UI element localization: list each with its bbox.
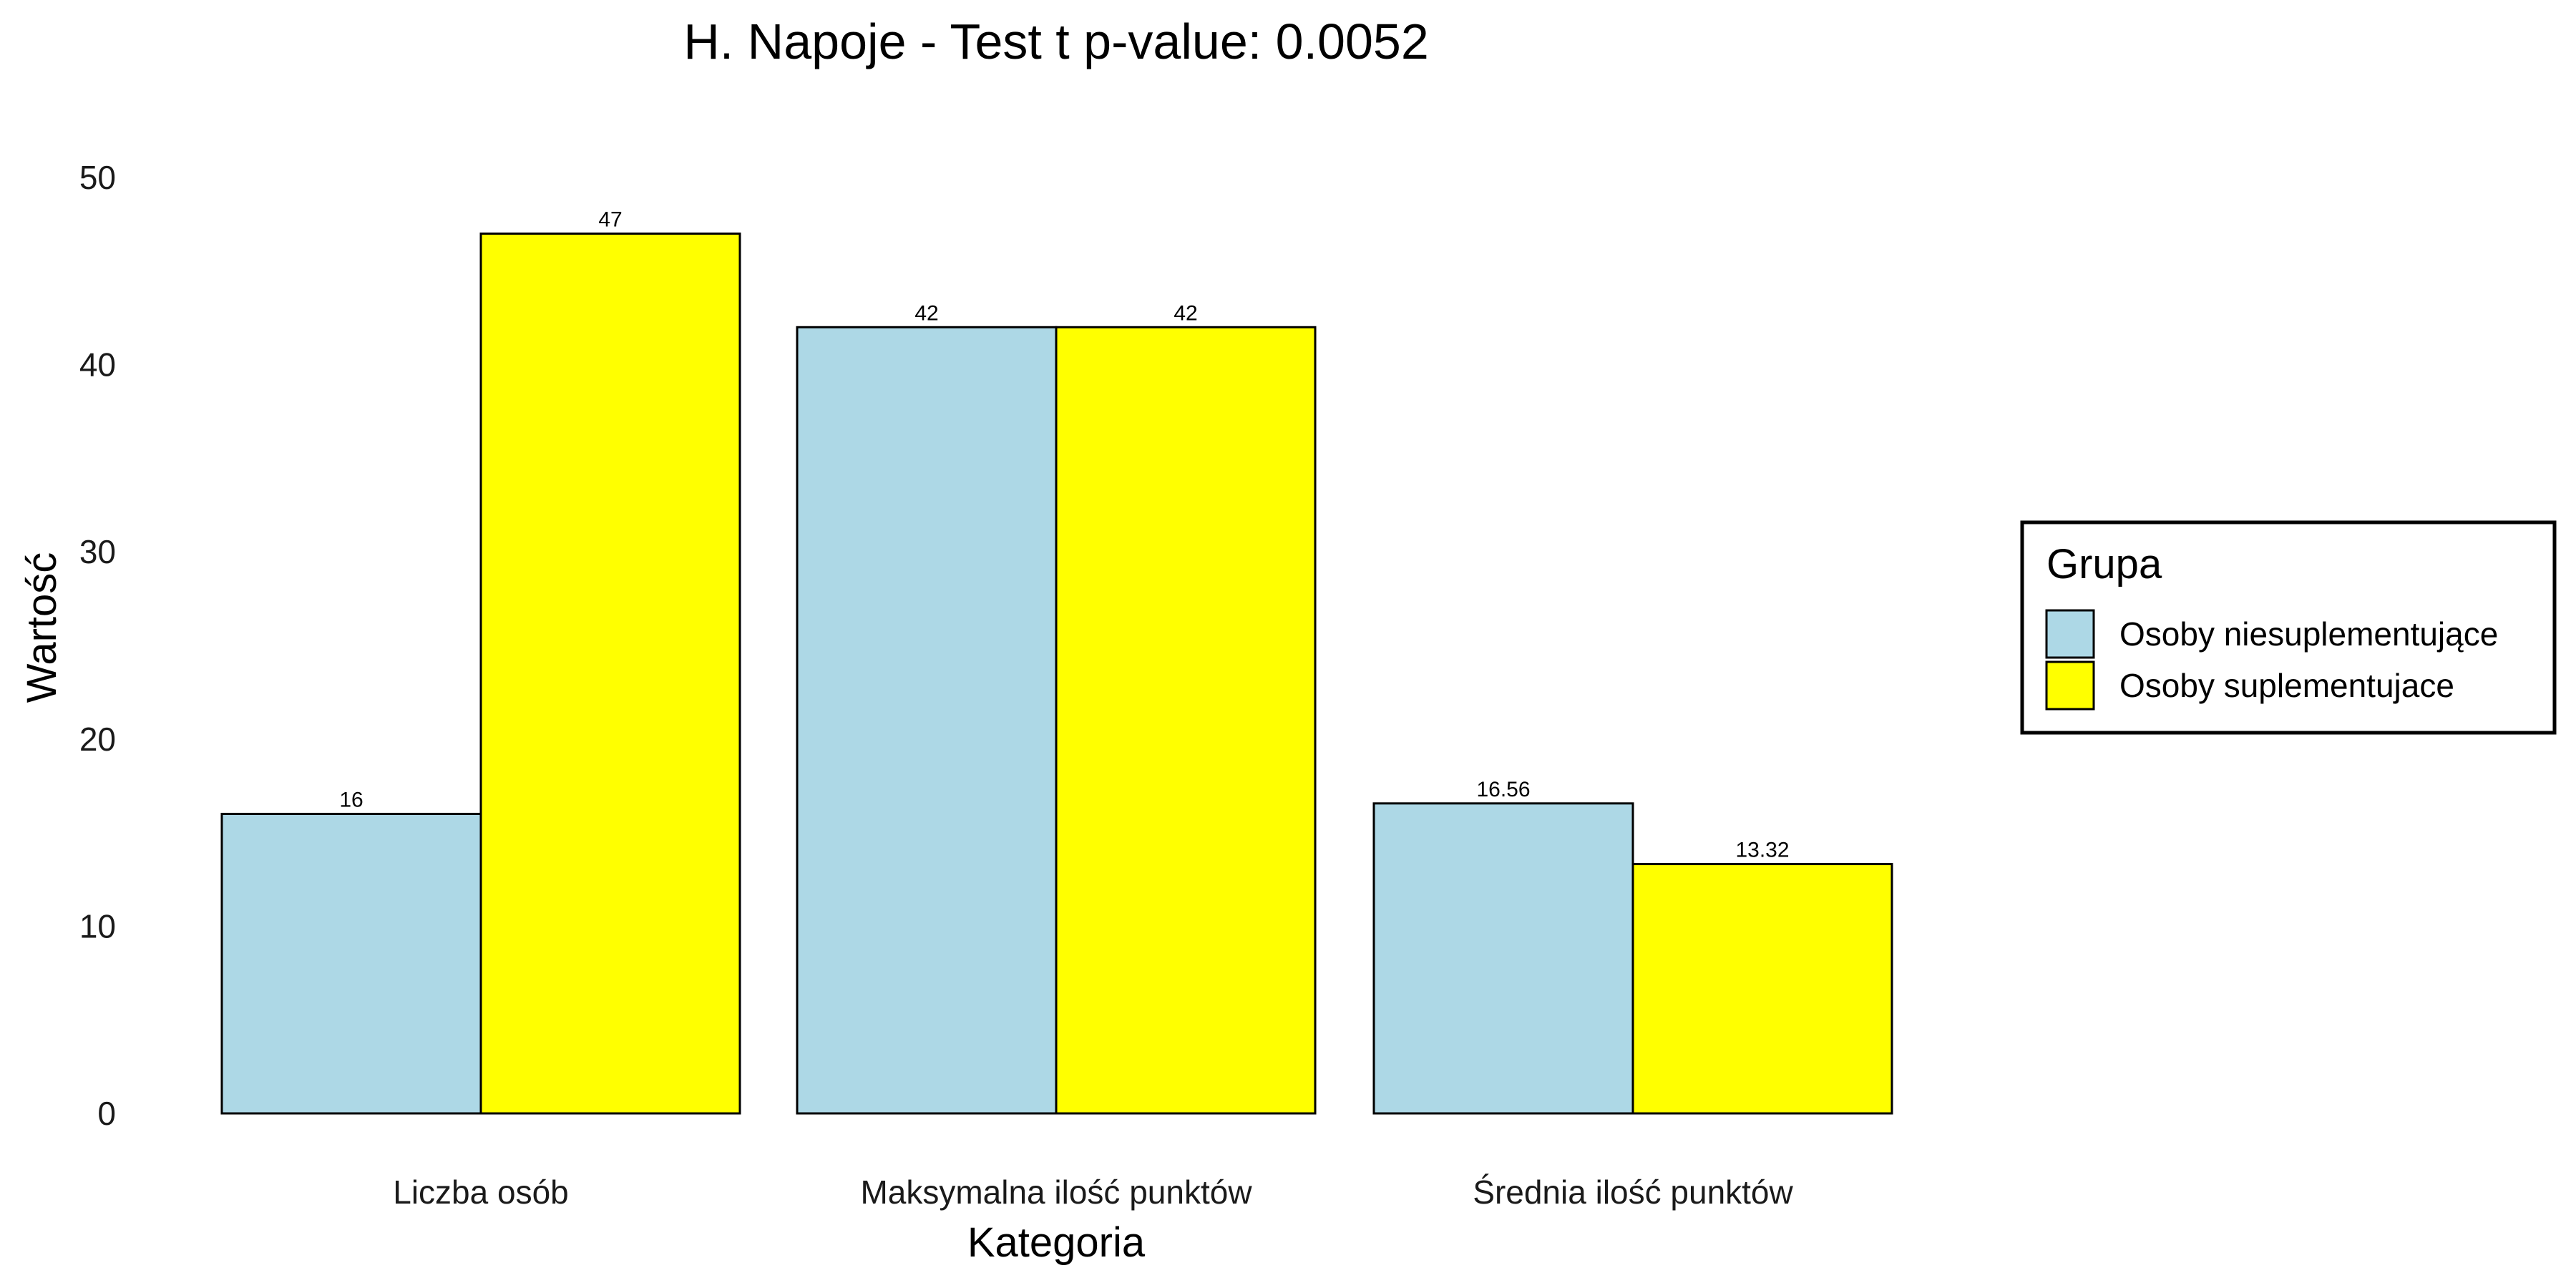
legend-frame [2020,520,2557,735]
bar-value-label: 47 [598,208,622,231]
legend-key [2045,609,2095,659]
legend-items: Osoby niesuplementujące Osoby suplementuj… [2045,609,2498,711]
x-axis-ticks: Liczba osób Maksymalna ilość punktów Średn… [393,1174,1793,1211]
bar [1372,802,1634,1115]
legend-label: Osoby niesuplementujące [2119,615,2498,653]
x-tick-label: Liczba osób [393,1174,569,1211]
bars-group [220,232,1893,1115]
legend-title: Grupa [2046,541,2162,587]
y-tick-label: 30 [79,533,116,570]
bar-value-label: 42 [1174,301,1197,325]
chart-title: H. Napoje - Test t p-value: 0.0052 [683,14,1429,69]
bar-value-label: 16 [339,788,363,811]
y-tick-label: 50 [79,159,116,196]
bar [1055,326,1317,1115]
y-tick-label: 20 [79,721,116,758]
bar-value-label: 13.32 [1735,839,1789,862]
x-tick-label: Średnia ilość punktów [1473,1174,1793,1211]
legend-label: Osoby suplementujace [2119,667,2454,704]
bar [220,812,482,1115]
bar-value-label: 42 [914,301,938,325]
bar [796,326,1058,1115]
bar [1631,863,1893,1115]
x-tick-label: Maksymalna ilość punktów [860,1174,1252,1211]
y-tick-label: 10 [79,907,116,945]
y-tick-label: 0 [97,1095,116,1132]
bar [479,232,741,1115]
bar-value-label: 16.56 [1476,778,1530,801]
y-axis-title: Wartość [19,552,65,703]
y-axis-ticks: 0 10 20 30 40 50 [79,159,116,1132]
y-tick-label: 40 [79,346,116,384]
legend-key [2045,660,2095,711]
legend: Grupa Osoby niesuplementujące Osoby suple… [2020,520,2557,735]
bar-labels-group: 16 47 42 42 16.56 13.32 [339,208,1789,862]
x-axis-title: Kategoria [967,1219,1146,1266]
